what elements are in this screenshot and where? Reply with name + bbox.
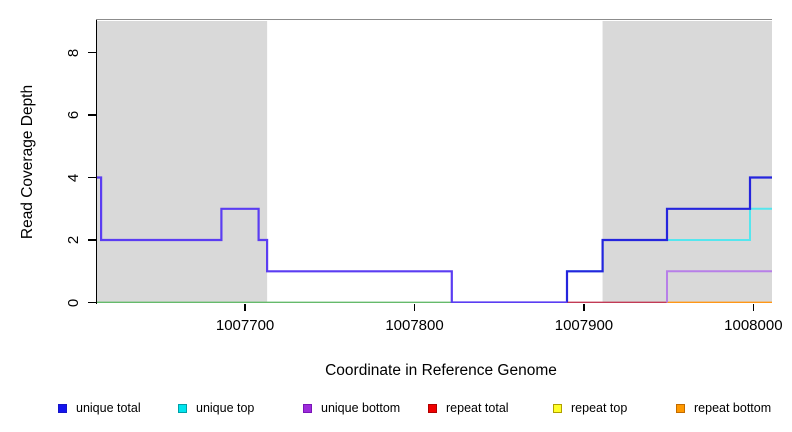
unique-total-left-trace [96, 176, 567, 303]
y-tick-mark [88, 301, 96, 304]
legend-swatch-icon [178, 403, 187, 413]
legend-label: unique top [196, 401, 255, 415]
legend-item: repeat total [428, 398, 509, 418]
legend-swatch-icon [676, 403, 685, 413]
y-tick-label: 4 [64, 173, 82, 182]
x-tick-label: 1007900 [554, 317, 614, 334]
legend-swatch-icon [58, 403, 67, 413]
legend-label: repeat total [446, 401, 509, 415]
x-tick-mark [583, 304, 585, 311]
chart-legend: unique total unique top unique bottom repea… [0, 398, 792, 422]
legend-item: unique bottom [303, 398, 400, 418]
y-tick-mark [88, 176, 96, 179]
y-tick-mark [88, 51, 96, 54]
legend-item: unique total [58, 398, 141, 418]
legend-label: repeat top [571, 401, 628, 415]
legend-label: repeat bottom [694, 401, 772, 415]
coverage-chart-canvas [96, 21, 772, 303]
y-axis-title: Read Coverage Depth [19, 84, 36, 240]
y-tick-label: 6 [64, 110, 82, 120]
plot-area [96, 20, 772, 303]
plot-top-border [96, 19, 772, 21]
y-tick-mark [88, 114, 96, 116]
legend-swatch-icon [428, 403, 437, 413]
x-tick-mark [244, 304, 246, 311]
x-tick-label: 1007800 [385, 317, 444, 334]
legend-swatch-icon [303, 403, 312, 413]
legend-item: repeat bottom [676, 398, 771, 418]
legend-label: unique bottom [321, 401, 401, 415]
legend-swatch-icon [553, 403, 562, 413]
y-tick-label: 0 [64, 298, 82, 307]
x-tick-label: 1008000 [724, 317, 783, 334]
legend-item: unique top [178, 398, 254, 418]
legend-label: unique total [76, 401, 141, 415]
legend-item: repeat top [553, 398, 627, 418]
unique-bottom-right-trace [666, 270, 772, 303]
x-tick-mark [413, 304, 416, 311]
y-tick-label: 8 [64, 48, 82, 57]
x-tick-mark [752, 304, 754, 311]
repeat-region-left [96, 21, 268, 303]
unique-total-right-trace [565, 176, 772, 303]
y-tick-mark [88, 239, 96, 241]
repeat-region-right [602, 21, 772, 303]
x-axis-title: Coordinate in Reference Genome [325, 362, 557, 379]
y-axis-line [95, 20, 97, 304]
y-tick-label: 2 [64, 235, 82, 245]
x-tick-label: 1007700 [215, 317, 275, 334]
